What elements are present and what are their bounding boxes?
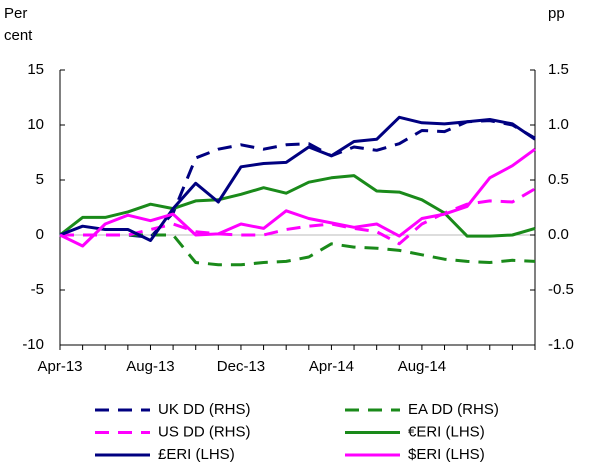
- legend-label: EA DD (RHS): [408, 401, 499, 418]
- x-tick-label: Aug-13: [126, 358, 174, 375]
- y-axis-label: Per: [4, 5, 27, 22]
- y2-tick-label: -1.0: [548, 336, 574, 353]
- series-line: [60, 187, 536, 246]
- y-tick-label: 0: [36, 226, 44, 243]
- y2-tick-label: 1.0: [548, 116, 569, 133]
- legend-label: €ERI (LHS): [408, 423, 485, 440]
- x-tick-label: Aug-14: [398, 358, 446, 375]
- x-tick-label: Apr-14: [309, 358, 354, 375]
- series-line: [60, 119, 536, 239]
- y2-tick-label: 0.5: [548, 171, 569, 188]
- y-tick-label: -10: [22, 336, 44, 353]
- y-tick-label: 10: [27, 116, 44, 133]
- legend-label: $ERI (LHS): [408, 446, 485, 463]
- legend-label: £ERI (LHS): [158, 446, 235, 463]
- series-line: [59, 115, 536, 242]
- y2-tick-label: -0.5: [548, 281, 574, 298]
- x-tick-label: Apr-13: [37, 358, 82, 375]
- series-line: [60, 233, 536, 267]
- y2-tick-label: 1.5: [548, 61, 569, 78]
- legend-label: UK DD (RHS): [158, 401, 251, 418]
- y-tick-label: 5: [36, 171, 44, 188]
- y2-tick-label: 0.0: [548, 226, 569, 243]
- y2-axis-label: pp: [548, 5, 565, 22]
- y-tick-label: -5: [31, 281, 44, 298]
- legend-label: US DD (RHS): [158, 423, 251, 440]
- y-tick-label: 15: [27, 61, 44, 78]
- y-axis-label: cent: [4, 27, 33, 44]
- x-tick-label: Dec-13: [217, 358, 265, 375]
- series-line: [59, 147, 536, 248]
- series-line: [59, 174, 536, 238]
